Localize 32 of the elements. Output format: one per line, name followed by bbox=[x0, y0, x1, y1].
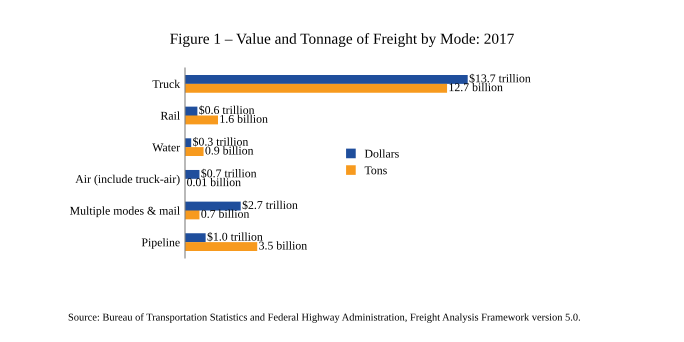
data-label: $0.7 trillion bbox=[201, 168, 256, 178]
data-label: $0.3 trillion bbox=[193, 137, 248, 146]
y-tick-label: Water bbox=[152, 144, 180, 152]
bar bbox=[185, 84, 448, 93]
bar bbox=[185, 147, 204, 156]
data-label: 0.7 billion bbox=[201, 210, 250, 218]
bar bbox=[185, 106, 198, 116]
data-label: $0.6 trillion bbox=[199, 105, 254, 115]
bar bbox=[185, 242, 258, 252]
data-label: $2.7 trillion bbox=[242, 200, 298, 210]
y-tick-label: Multiple modes & mail bbox=[70, 206, 180, 218]
legend-label: Dollars bbox=[364, 149, 399, 158]
source-note: Source: Bureau of Transportation Statistics and Federal Highway Administration, Freight Analysis Framework version 5.0. bbox=[68, 313, 580, 323]
y-tick-label: Truck bbox=[152, 80, 180, 88]
y-tick-label: Rail bbox=[160, 111, 180, 120]
data-label: 12.7 billion bbox=[450, 82, 503, 92]
data-label: $1.0 trillion bbox=[208, 232, 263, 242]
data-label: 0.01 billion bbox=[187, 178, 241, 186]
y-tick-label: Pipeline bbox=[142, 238, 180, 249]
bar bbox=[185, 233, 206, 242]
data-label: $13.7 trillion bbox=[470, 74, 531, 84]
legend-label: Tons bbox=[364, 166, 387, 174]
bar bbox=[185, 210, 200, 220]
bar bbox=[185, 202, 241, 210]
bar bbox=[185, 116, 218, 124]
data-label: 3.5 billion bbox=[259, 241, 307, 250]
bar bbox=[185, 170, 200, 179]
y-tick-label: Air (include truck-air) bbox=[75, 174, 180, 186]
data-label: 1.6 billion bbox=[220, 114, 268, 123]
data-label: 0.9 billion bbox=[205, 146, 254, 155]
bar bbox=[185, 74, 468, 84]
chart-title: Figure 1 – Value and Tonnage of Freight by Mode: 2017 bbox=[170, 32, 514, 48]
